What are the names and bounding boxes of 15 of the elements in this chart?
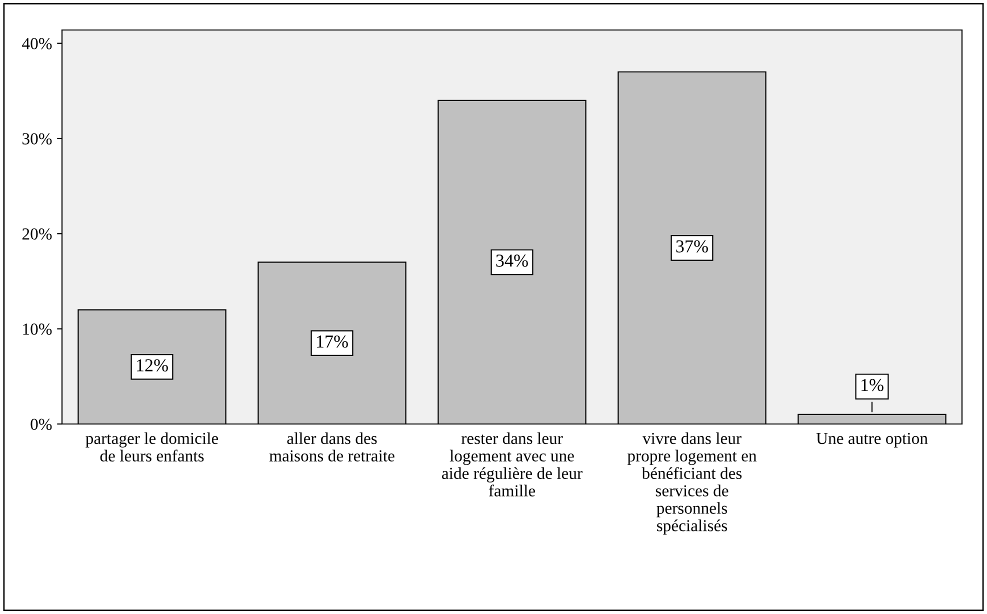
- x-tick-label: Une autre option: [816, 432, 928, 448]
- data-label: 1%: [862, 378, 884, 392]
- y-tick-label: 20%: [22, 228, 52, 240]
- y-tick-label: 0%: [30, 418, 52, 430]
- y-tick-label: 10%: [23, 324, 52, 335]
- data-label: 37%: [676, 240, 708, 253]
- x-tick-label: aller dans des maisons de retraite: [269, 432, 394, 462]
- x-tick-label: rester dans leur logement avec une aide régulière de leur famille: [442, 432, 582, 496]
- y-tick-label: 30%: [22, 133, 52, 144]
- x-tick-label: vivre dans leur propre logement en bénéficiant des services de personnels spécialisés: [627, 432, 757, 535]
- data-label: 34%: [496, 254, 528, 267]
- data-label: 17%: [317, 335, 348, 348]
- data-label: 12%: [137, 359, 168, 372]
- y-tick-label: 40%: [22, 38, 52, 50]
- x-tick-label: partager le domicile de leurs enfants: [86, 432, 218, 462]
